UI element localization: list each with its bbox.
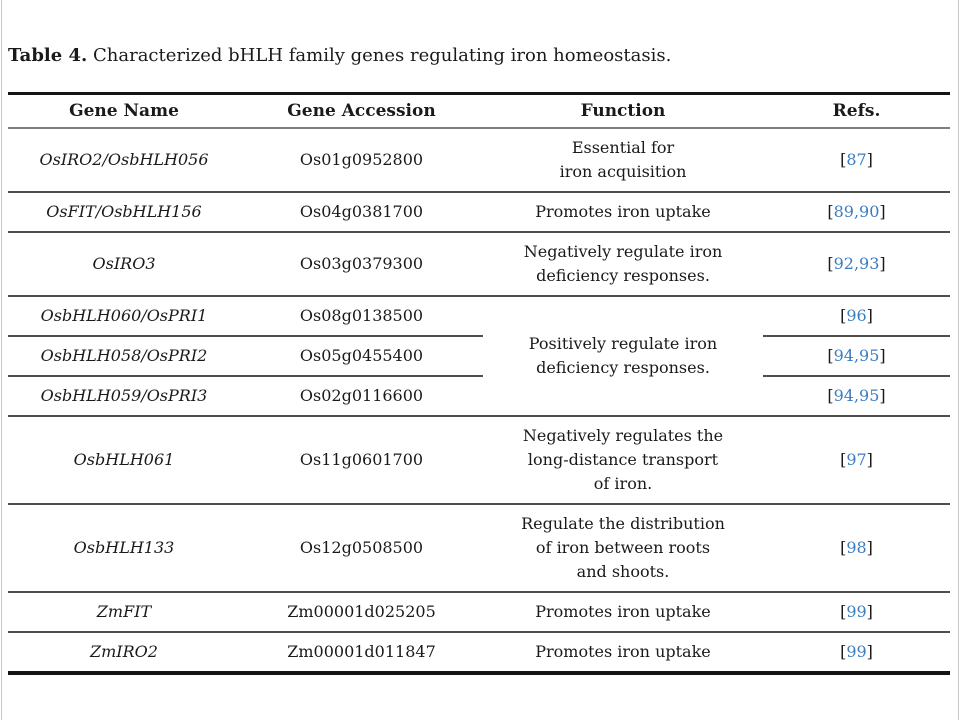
ref-open-bracket: [	[827, 202, 834, 221]
table-row: OsIRO3 Os03g0379300 Negatively regulate ir…	[8, 232, 950, 297]
function-cell: Essential for iron acquisition	[483, 128, 763, 193]
function-cell: Promotes iron uptake	[483, 192, 763, 233]
col-header-function: Function	[483, 93, 763, 129]
gene-name-cell: OsbHLH058/OsPRI2	[8, 336, 240, 377]
ref-close-bracket: ]	[866, 306, 873, 325]
ref-link[interactable]: 97	[846, 450, 867, 469]
ref-link[interactable]: 94,95	[833, 386, 880, 405]
gene-name-cell: OsbHLH059/OsPRI3	[8, 376, 240, 417]
refs-cell: [96]	[763, 296, 950, 337]
col-header-gene-accession: Gene Accession	[240, 93, 483, 129]
ref-link[interactable]: 99	[846, 602, 867, 621]
ref-link[interactable]: 92,93	[833, 254, 880, 273]
ref-close-bracket: ]	[879, 386, 886, 405]
gene-name-cell: OsbHLH133	[8, 504, 240, 593]
ref-open-bracket: [	[840, 306, 847, 325]
slide-border-right	[958, 0, 959, 720]
function-cell: Promotes iron uptake	[483, 592, 763, 633]
ref-close-bracket: ]	[866, 538, 873, 557]
ref-open-bracket: [	[827, 254, 834, 273]
gene-name-cell: ZmIRO2	[90, 642, 158, 661]
gene-accession-cell: Os02g0116600	[240, 376, 483, 417]
ref-link[interactable]: 94,95	[833, 346, 880, 365]
refs-cell: [87]	[763, 128, 950, 193]
ref-link[interactable]: 99	[846, 642, 867, 661]
table-row: OsFIT/OsbHLH156 Os04g0381700 Promotes iron…	[8, 192, 950, 233]
ref-link[interactable]: 98	[846, 538, 867, 557]
gene-name-cell: OsIRO2/OsbHLH056	[8, 128, 240, 193]
gene-accession-cell: Os01g0952800	[240, 128, 483, 193]
gene-accession-cell: Os11g0601700	[240, 416, 483, 505]
refs-cell: [99]	[763, 592, 950, 633]
col-header-gene-name: Gene Name	[8, 93, 240, 129]
gene-accession-cell: Os08g0138500	[240, 296, 483, 337]
refs-cell: [97]	[763, 416, 950, 505]
table-row: OsbHLH133 Os12g0508500 Regulate the distri…	[8, 504, 950, 593]
table-body: OsIRO2/OsbHLH056 Os01g0952800 Essential fo…	[8, 128, 950, 673]
ref-link[interactable]: 96	[846, 306, 867, 325]
gene-name-cell: OsIRO3	[8, 232, 240, 297]
col-header-refs: Refs.	[763, 93, 950, 129]
function-cell: Negatively regulate iron deficiency resp…	[483, 232, 763, 297]
function-cell: Positively regulate iron deficiency resp…	[483, 296, 763, 417]
refs-cell: [94,95]	[763, 336, 950, 377]
ref-close-bracket: ]	[879, 202, 886, 221]
gene-name-cell: ZmFIT	[8, 592, 240, 633]
gene-accession-cell: Zm00001d025205	[240, 592, 483, 633]
slide-border-left	[1, 0, 2, 720]
table-caption: Table 4. Characterized bHLH family genes…	[8, 44, 952, 68]
table-caption-text: Characterized bHLH family genes regulati…	[87, 45, 672, 66]
table-row: ZmFIT Zm00001d025205 Promotes iron uptake[…	[8, 592, 950, 633]
ref-link[interactable]: 87	[846, 150, 867, 169]
ref-close-bracket: ]	[866, 602, 873, 621]
function-cell: Promotes iron uptake	[535, 642, 711, 661]
ref-close-bracket: ]	[866, 642, 873, 661]
refs-cell: [94,95]	[763, 376, 950, 417]
gene-name-cell: OsFIT/OsbHLH156	[8, 192, 240, 233]
refs-cell: [98]	[763, 504, 950, 593]
gene-accession-cell: Os04g0381700	[240, 192, 483, 233]
ref-open-bracket: [	[840, 150, 847, 169]
ref-open-bracket: [	[840, 538, 847, 557]
ref-open-bracket: [	[840, 450, 847, 469]
gene-name-cell: OsbHLH060/OsPRI1	[8, 296, 240, 337]
gene-accession-cell: Zm00001d011847	[287, 642, 436, 661]
refs-cell: [92,93]	[763, 232, 950, 297]
gene-accession-cell: Os05g0455400	[240, 336, 483, 377]
table-row: OsbHLH058/OsPRI2 Os05g0455400 [94,95]	[8, 336, 950, 377]
gene-accession-cell: Os12g0508500	[240, 504, 483, 593]
table-header-row: Gene Name Gene Accession Function Refs.	[8, 93, 950, 129]
ref-open-bracket: [	[840, 642, 847, 661]
table-row: ZmIRO2 Zm00001d011847 Promotes iron uptake…	[8, 632, 950, 673]
refs-cell: [99]	[763, 632, 950, 673]
ref-open-bracket: [	[827, 386, 834, 405]
gene-table: Gene Name Gene Accession Function Refs. …	[8, 92, 950, 675]
ref-close-bracket: ]	[879, 346, 886, 365]
ref-close-bracket: ]	[866, 450, 873, 469]
table-row: OsbHLH061 Os11g0601700 Negatively regulate…	[8, 416, 950, 505]
ref-open-bracket: [	[840, 602, 847, 621]
ref-open-bracket: [	[827, 346, 834, 365]
table-row: OsbHLH059/OsPRI3 Os02g0116600 [94,95]	[8, 376, 950, 417]
refs-cell: [89,90]	[763, 192, 950, 233]
gene-accession-cell: Os03g0379300	[240, 232, 483, 297]
function-cell: Negatively regulates the long-distance t…	[483, 416, 763, 505]
table-row: OsIRO2/OsbHLH056 Os01g0952800 Essential fo…	[8, 128, 950, 193]
ref-link[interactable]: 89,90	[833, 202, 880, 221]
table-row: OsbHLH060/OsPRI1 Os08g0138500 Positively r…	[8, 296, 950, 417]
gene-name-cell: OsbHLH061	[8, 416, 240, 505]
table-caption-label: Table 4.	[8, 45, 88, 66]
ref-close-bracket: ]	[879, 254, 886, 273]
ref-close-bracket: ]	[866, 150, 873, 169]
function-cell: Regulate the distribution of iron betwee…	[483, 504, 763, 593]
